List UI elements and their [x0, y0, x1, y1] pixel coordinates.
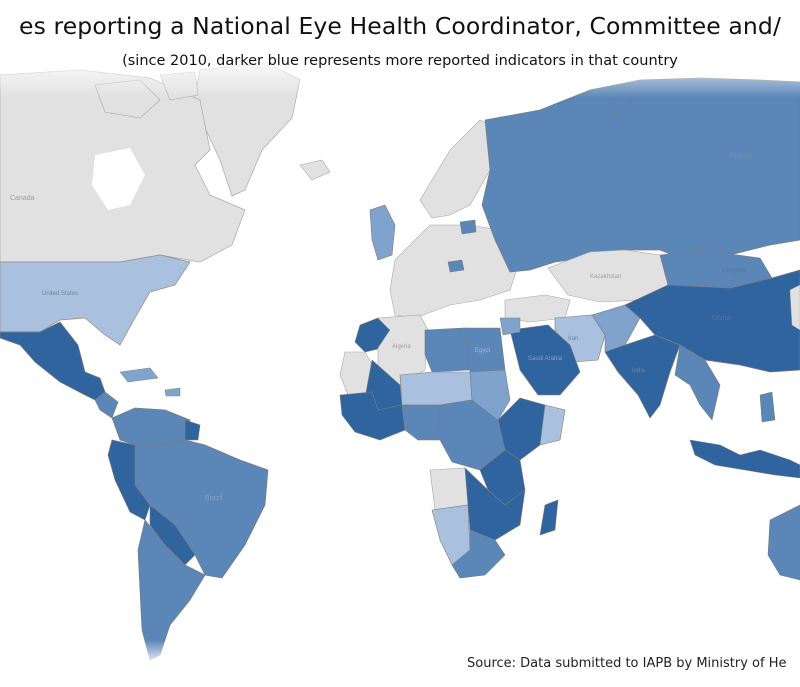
region-baltic[interactable]	[459, 219, 477, 235]
map-label-us: United States	[42, 291, 78, 297]
bottom-fade	[0, 640, 800, 687]
map-label-egypt: Egypt	[475, 348, 491, 354]
map-label-china: China	[712, 315, 730, 322]
map-label-mongolia: Mongolia	[722, 268, 747, 274]
region-central-america[interactable]	[94, 391, 119, 419]
region-hudson-bay	[92, 148, 145, 210]
region-australia[interactable]	[767, 504, 800, 581]
map-label-india: India	[632, 368, 646, 374]
region-guianas[interactable]	[184, 419, 201, 441]
region-levant[interactable]	[499, 317, 521, 336]
region-indonesia[interactable]	[689, 439, 800, 479]
map-label-russia: Russia	[730, 153, 752, 160]
region-libya[interactable]	[424, 327, 471, 373]
region-southeast-asia[interactable]	[674, 344, 721, 421]
region-hungary[interactable]	[447, 259, 465, 273]
map-label-brazil: Brazil	[205, 495, 223, 502]
region-uk-ireland[interactable]	[369, 204, 396, 261]
region-somalia[interactable]	[539, 404, 566, 446]
top-fade	[0, 0, 800, 98]
region-iceland[interactable]	[299, 159, 331, 181]
map-label-saudi: Saudi Arabia	[528, 356, 563, 362]
source-note: Source: Data submitted to IAPB by Minist…	[467, 656, 787, 671]
region-japan[interactable]	[789, 284, 800, 331]
map-title: es reporting a National Eye Health Coord…	[19, 12, 781, 40]
region-mozambique-zambia[interactable]	[464, 467, 526, 541]
map-subtitle: (since 2010, darker blue represents more…	[122, 53, 678, 69]
region-caribbean[interactable]	[119, 367, 181, 397]
map-label-algeria: Algeria	[392, 344, 411, 350]
region-india[interactable]	[604, 334, 681, 419]
map-label-kazakhstan: Kazakhstan	[590, 274, 621, 280]
map-label-iran: Iran	[568, 336, 578, 342]
region-saudi-arabia[interactable]	[509, 324, 581, 396]
region-philippines[interactable]	[759, 391, 776, 423]
map-label-canada: Canada	[10, 195, 35, 202]
region-niger-chad[interactable]	[399, 371, 473, 406]
region-south-africa[interactable]	[451, 529, 506, 579]
region-central-africa[interactable]	[417, 399, 506, 471]
region-angola[interactable]	[429, 467, 469, 511]
region-madagascar[interactable]	[539, 499, 559, 536]
